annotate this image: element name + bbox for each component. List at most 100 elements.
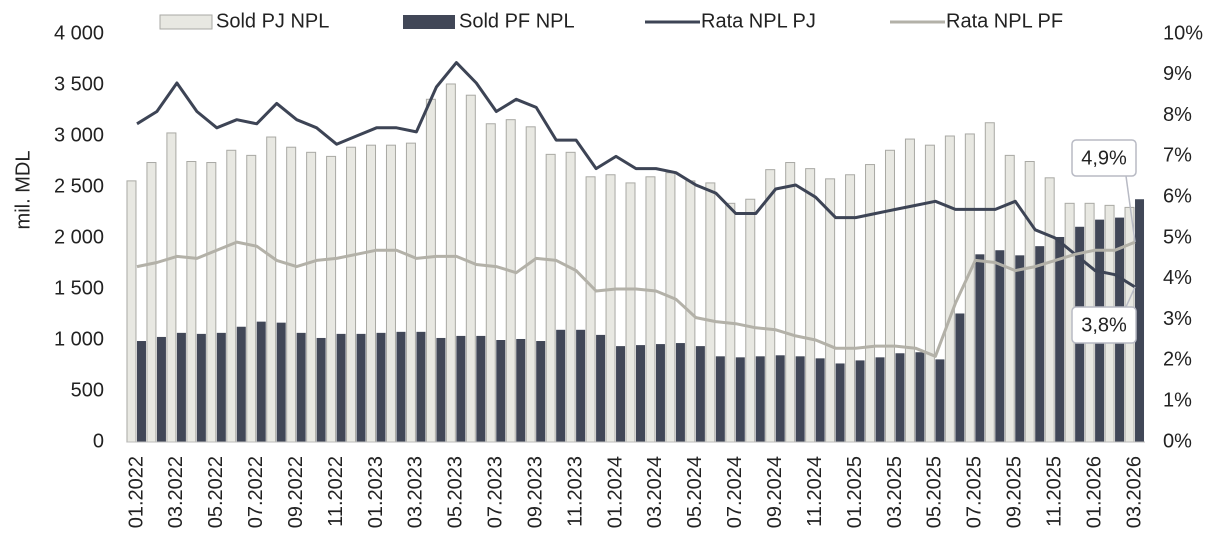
bar xyxy=(246,154,257,443)
bar xyxy=(1024,161,1035,443)
bar xyxy=(915,352,925,442)
y2-tick-label: 5% xyxy=(1163,226,1192,248)
bar xyxy=(1004,154,1015,443)
bar xyxy=(855,360,865,442)
bar xyxy=(436,337,446,442)
bar xyxy=(975,254,985,442)
bar xyxy=(176,332,186,442)
bar xyxy=(1015,255,1025,442)
bar xyxy=(964,133,975,443)
y-tick-label: 500 xyxy=(71,379,104,401)
bar xyxy=(196,333,206,442)
bar xyxy=(984,122,995,443)
line xyxy=(136,240,1136,358)
bar xyxy=(865,164,876,443)
x-tick-label: 11.2023 xyxy=(564,456,586,527)
bar xyxy=(276,322,286,442)
data-label-box xyxy=(1071,306,1137,344)
y-tick-label: 1 500 xyxy=(54,277,104,299)
bar xyxy=(1055,236,1065,442)
x-tick-label: 03.2022 xyxy=(165,456,187,528)
x-tick-label: 07.2022 xyxy=(245,456,267,528)
bar xyxy=(785,162,796,443)
x-tick-label: 05.2024 xyxy=(684,456,706,528)
y-tick-label: 3 000 xyxy=(54,124,104,146)
bar xyxy=(715,356,725,442)
y2-tick-label: 0% xyxy=(1163,430,1192,452)
bar xyxy=(596,334,606,442)
bar xyxy=(296,332,306,442)
x-tick-label: 07.2023 xyxy=(485,456,507,528)
bar xyxy=(236,326,246,442)
bar xyxy=(745,198,756,443)
y2-tick-label: 4% xyxy=(1163,267,1192,289)
bar xyxy=(695,346,705,442)
bar xyxy=(266,136,277,443)
bar xyxy=(186,161,197,443)
bar xyxy=(705,182,716,443)
bar xyxy=(605,174,616,443)
x-tick-label: 11.2024 xyxy=(804,456,826,527)
callout-line xyxy=(1125,286,1136,308)
bar xyxy=(795,356,805,442)
bar xyxy=(366,144,377,443)
x-tick-label: 09.2024 xyxy=(764,456,786,528)
x-tick-label: 01.2024 xyxy=(604,456,626,528)
bar xyxy=(645,176,656,443)
bar xyxy=(636,345,645,442)
x-tick-label: 09.2022 xyxy=(285,456,307,528)
bar xyxy=(416,331,426,442)
bar xyxy=(675,343,685,442)
x-tick-label: 11.2025 xyxy=(1043,456,1065,527)
x-tick-label: 05.2022 xyxy=(205,456,227,528)
y2-tick-label: 2% xyxy=(1163,349,1192,371)
callout-line xyxy=(1125,175,1136,243)
y2-tick-label: 9% xyxy=(1163,63,1192,85)
bar xyxy=(465,94,476,443)
x-tick-label: 09.2025 xyxy=(1004,456,1026,528)
x-tick-label: 09.2023 xyxy=(524,456,546,528)
legend-swatch xyxy=(403,15,455,29)
bar xyxy=(456,335,466,442)
y-tick-label: 2 500 xyxy=(54,175,104,197)
bar xyxy=(884,149,895,443)
y2-tick-label: 10% xyxy=(1163,22,1203,44)
bar xyxy=(126,180,137,443)
bar xyxy=(156,336,166,442)
bar xyxy=(1035,246,1045,442)
bar xyxy=(765,169,776,443)
bar xyxy=(396,331,406,442)
x-tick-label: 11.2022 xyxy=(325,456,347,527)
bar xyxy=(136,341,146,442)
x-tick-label: 01.2026 xyxy=(1083,456,1105,528)
bar xyxy=(815,358,825,442)
bar xyxy=(775,355,785,442)
line xyxy=(136,61,1136,289)
bar xyxy=(556,329,566,442)
bar xyxy=(835,363,845,442)
bar xyxy=(895,353,905,442)
bar xyxy=(226,149,237,443)
bar xyxy=(845,174,856,443)
bar xyxy=(206,162,217,443)
bar xyxy=(924,144,935,443)
x-tick-label: 05.2023 xyxy=(445,456,467,528)
bar xyxy=(516,338,526,442)
bar xyxy=(525,126,536,443)
bar xyxy=(755,356,765,442)
y-tick-label: 2 000 xyxy=(54,226,104,248)
y2-tick-label: 7% xyxy=(1163,145,1192,167)
bar xyxy=(476,335,486,442)
x-tick-label: 01.2025 xyxy=(844,456,866,528)
x-tick-label: 07.2024 xyxy=(724,456,746,528)
bar xyxy=(166,132,177,443)
data-label: 4,9% xyxy=(1081,147,1127,169)
bar xyxy=(735,357,745,442)
bar xyxy=(505,119,516,443)
bar xyxy=(655,344,665,442)
bar xyxy=(346,146,357,443)
y-tick-label: 1 000 xyxy=(54,328,104,350)
legend-label: Sold PJ NPL xyxy=(216,10,329,32)
legend-swatch xyxy=(159,14,213,30)
